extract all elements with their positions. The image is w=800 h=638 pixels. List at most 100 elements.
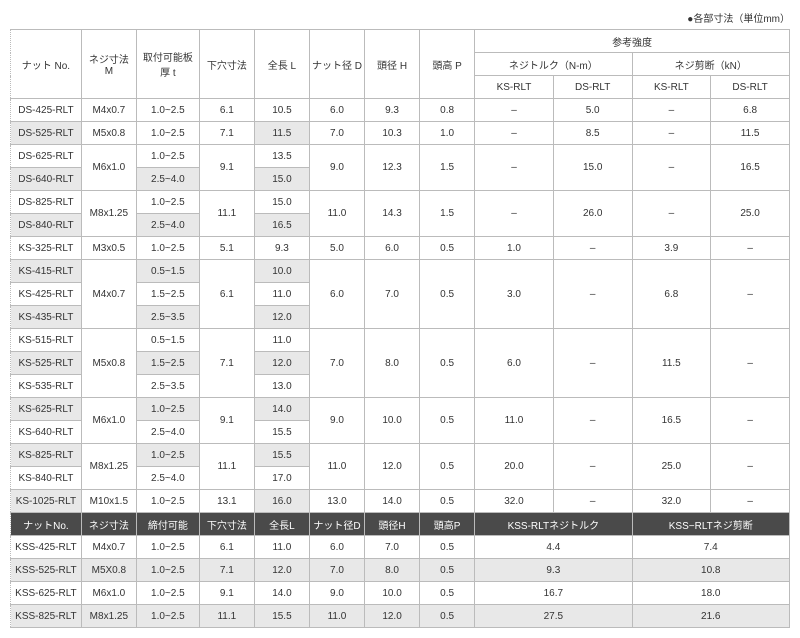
- cell-l: 11.0: [254, 283, 309, 306]
- cell-tq-ks: –: [475, 99, 554, 122]
- cell-pilot: 13.1: [199, 490, 254, 513]
- cell-h: 7.0: [365, 260, 420, 329]
- cell-t: 1.0~2.5: [136, 490, 199, 513]
- cell-t: 1.0~2.5: [136, 398, 199, 421]
- cell-d: 6.0: [309, 260, 364, 329]
- cell-t: 1.0~2.5: [136, 237, 199, 260]
- cell-p: 0.5: [420, 260, 475, 329]
- cell-no: KS-1025-RLT: [11, 490, 82, 513]
- cell-no: KS-515-RLT: [11, 329, 82, 352]
- cell-m: M5x0.8: [81, 329, 136, 398]
- cell-sh-ks: 11.5: [632, 329, 711, 398]
- hdr2-pilot: 下穴寸法: [199, 513, 254, 536]
- cell-pilot: 11.1: [199, 191, 254, 237]
- table-row: DS-625-RLTM6x1.01.0~2.59.113.59.012.31.5…: [11, 145, 790, 168]
- cell-l: 15.5: [254, 605, 309, 628]
- cell-pilot: 6.1: [199, 99, 254, 122]
- cell-tq: 9.3: [475, 559, 632, 582]
- cell-no: DS-425-RLT: [11, 99, 82, 122]
- cell-t: 1.0~2.5: [136, 582, 199, 605]
- cell-pilot: 9.1: [199, 398, 254, 444]
- cell-d: 9.0: [309, 145, 364, 191]
- cell-no: DS-625-RLT: [11, 145, 82, 168]
- cell-tq-ds: –: [553, 490, 632, 513]
- cell-h: 12.3: [365, 145, 420, 191]
- cell-no: KS-415-RLT: [11, 260, 82, 283]
- cell-p: 0.5: [420, 536, 475, 559]
- cell-tq-ds: 15.0: [553, 145, 632, 191]
- cell-m: M8x1.25: [81, 444, 136, 490]
- cell-tq: 16.7: [475, 582, 632, 605]
- cell-tq-ks: 6.0: [475, 329, 554, 398]
- hdr-plate: 取付可能板厚 t: [136, 30, 199, 99]
- cell-l: 17.0: [254, 467, 309, 490]
- cell-p: 0.5: [420, 605, 475, 628]
- table-row: KSS-525-RLTM5X0.81.0~2.57.112.07.08.00.5…: [11, 559, 790, 582]
- cell-p: 0.5: [420, 444, 475, 490]
- cell-pilot: 7.1: [199, 559, 254, 582]
- cell-l: 12.0: [254, 352, 309, 375]
- cell-sh-ks: –: [632, 122, 711, 145]
- cell-t: 1.0~2.5: [136, 191, 199, 214]
- cell-d: 11.0: [309, 191, 364, 237]
- cell-tq-ks: 32.0: [475, 490, 554, 513]
- cell-sh-ks: –: [632, 191, 711, 237]
- cell-h: 14.3: [365, 191, 420, 237]
- cell-h: 8.0: [365, 559, 420, 582]
- table-row: DS-825-RLTM8x1.251.0~2.511.115.011.014.3…: [11, 191, 790, 214]
- cell-sh-ks: 6.8: [632, 260, 711, 329]
- cell-h: 7.0: [365, 536, 420, 559]
- cell-no: KS-435-RLT: [11, 306, 82, 329]
- cell-sh-ks: 3.9: [632, 237, 711, 260]
- hdr2-torque: KSS-RLTネジトルク: [475, 513, 632, 536]
- cell-sh-ds: –: [711, 490, 790, 513]
- cell-t: 2.5~4.0: [136, 467, 199, 490]
- cell-t: 1.0~2.5: [136, 559, 199, 582]
- cell-no: KS-840-RLT: [11, 467, 82, 490]
- cell-t: 1.0~2.5: [136, 145, 199, 168]
- cell-h: 10.0: [365, 398, 420, 444]
- cell-l: 14.0: [254, 582, 309, 605]
- hdr2-length: 全長L: [254, 513, 309, 536]
- cell-p: 0.5: [420, 582, 475, 605]
- cell-no: KSS-425-RLT: [11, 536, 82, 559]
- cell-d: 13.0: [309, 490, 364, 513]
- cell-tq-ks: –: [475, 122, 554, 145]
- cell-tq-ks: 11.0: [475, 398, 554, 444]
- table-row: KS-1025-RLTM10x1.51.0~2.513.116.013.014.…: [11, 490, 790, 513]
- cell-l: 11.5: [254, 122, 309, 145]
- cell-sh-ds: 6.8: [711, 99, 790, 122]
- cell-no: KS-625-RLT: [11, 398, 82, 421]
- cell-d: 6.0: [309, 536, 364, 559]
- hdr-ds-rlt: DS-RLT: [711, 76, 790, 99]
- unit-caption: ●各部寸法（単位mm）: [10, 10, 790, 25]
- hdr-ref: 参考強度: [475, 30, 790, 53]
- cell-t: 1.5~2.5: [136, 352, 199, 375]
- hdr2-nut-no: ナットNo.: [11, 513, 82, 536]
- cell-sh-ds: –: [711, 444, 790, 490]
- cell-l: 14.0: [254, 398, 309, 421]
- cell-tq-ds: –: [553, 398, 632, 444]
- table-row: KS-625-RLTM6x1.01.0~2.59.114.09.010.00.5…: [11, 398, 790, 421]
- cell-pilot: 7.1: [199, 329, 254, 398]
- cell-d: 7.0: [309, 559, 364, 582]
- cell-no: KSS-525-RLT: [11, 559, 82, 582]
- cell-no: KS-525-RLT: [11, 352, 82, 375]
- table-row: KSS-425-RLTM4x0.71.0~2.56.111.06.07.00.5…: [11, 536, 790, 559]
- cell-l: 9.3: [254, 237, 309, 260]
- cell-d: 7.0: [309, 329, 364, 398]
- table-row: DS-425-RLTM4x0.71.0~2.56.110.56.09.30.8–…: [11, 99, 790, 122]
- hdr2-shear: KSS−RLTネジ剪断: [632, 513, 789, 536]
- cell-pilot: 7.1: [199, 122, 254, 145]
- cell-tq-ds: 8.5: [553, 122, 632, 145]
- table-row: KS-825-RLTM8x1.251.0~2.511.115.511.012.0…: [11, 444, 790, 467]
- cell-p: 1.5: [420, 145, 475, 191]
- cell-l: 15.5: [254, 444, 309, 467]
- cell-tq-ks: 20.0: [475, 444, 554, 490]
- hdr-nut-no: ナット No.: [11, 30, 82, 99]
- cell-pilot: 5.1: [199, 237, 254, 260]
- hdr2-thread: ネジ寸法: [81, 513, 136, 536]
- cell-p: 1.0: [420, 122, 475, 145]
- hdr-nut-d: ナット径 D: [309, 30, 364, 99]
- cell-tq: 27.5: [475, 605, 632, 628]
